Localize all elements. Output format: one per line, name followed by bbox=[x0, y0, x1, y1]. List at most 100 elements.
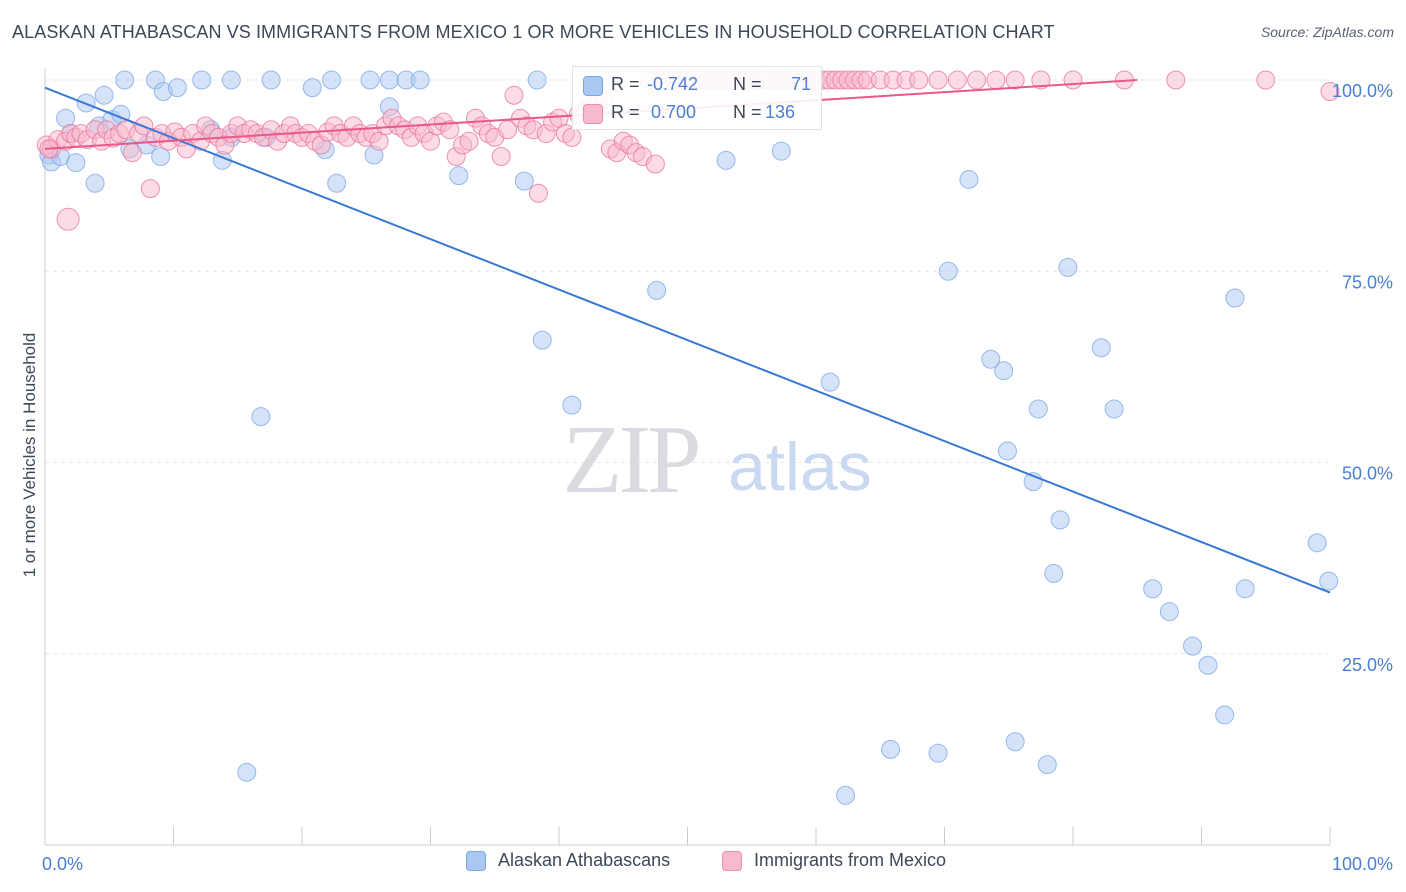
athabascan-point bbox=[1104, 399, 1124, 419]
trend-lines bbox=[44, 79, 1331, 594]
athabascan-point bbox=[820, 372, 840, 392]
athabascan-point bbox=[261, 70, 281, 90]
stats-n-label: N = bbox=[733, 102, 762, 122]
x-tick-label-min: 0.0% bbox=[42, 854, 83, 874]
legend-item-athabascans[interactable]: Alaskan Athabascans bbox=[466, 850, 670, 871]
athabascan-point bbox=[928, 743, 948, 763]
stats-r-value: 0.700 bbox=[651, 102, 697, 122]
stats-row-athabascans: R = -0.742 N = 71 bbox=[573, 72, 821, 100]
athabascan-point bbox=[1215, 705, 1235, 725]
legend-item-mexico[interactable]: Immigrants from Mexico bbox=[722, 850, 946, 871]
athabascan-point bbox=[66, 153, 86, 173]
bottom-legend: Alaskan Athabascans Immigrants from Mexi… bbox=[0, 850, 1406, 880]
stats-swatch-mexico bbox=[583, 104, 603, 124]
athabascan-point bbox=[959, 169, 979, 189]
mexico-point bbox=[928, 70, 948, 90]
athabascan-point bbox=[1044, 563, 1064, 583]
athabascan-point bbox=[1225, 288, 1245, 308]
mexico-point bbox=[562, 127, 582, 147]
athabascan-point bbox=[514, 171, 534, 191]
athabascan-point bbox=[1159, 602, 1179, 622]
mexico-point bbox=[140, 179, 160, 199]
athabascan-point bbox=[1183, 636, 1203, 656]
athabascan-point bbox=[327, 173, 347, 193]
athabascan-point bbox=[94, 85, 114, 105]
gridlines bbox=[45, 79, 1330, 655]
athabascan-point bbox=[1037, 755, 1057, 775]
tick-labels: 25.0% 50.0% 75.0% 100.0% 0.0% 100.0% bbox=[42, 81, 1393, 874]
y-tick-label: 25.0% bbox=[1342, 655, 1393, 675]
mexico-point bbox=[498, 120, 518, 140]
stats-r-label: R = bbox=[611, 102, 640, 122]
athabascan-point bbox=[994, 361, 1014, 381]
athabascan-point bbox=[1235, 579, 1255, 599]
legend-label-athabascans: Alaskan Athabascans bbox=[498, 850, 671, 870]
stats-legend: R = -0.742 N = 71 R = 0.700 N = 136 bbox=[572, 66, 822, 130]
athabascan-point bbox=[881, 739, 901, 759]
athabascan-point bbox=[85, 173, 105, 193]
athabascan-point bbox=[527, 70, 547, 90]
athabascan-point bbox=[938, 261, 958, 281]
athabascan-point bbox=[981, 349, 1001, 369]
athabascan-point bbox=[115, 70, 135, 90]
mexico-point bbox=[504, 85, 524, 105]
watermark-atlas: atlas bbox=[728, 429, 872, 505]
mexico-point bbox=[459, 131, 479, 151]
y-tick-label: 75.0% bbox=[1342, 272, 1393, 292]
mexico-point bbox=[56, 207, 80, 231]
mexico-point bbox=[645, 154, 665, 174]
athabascan-point bbox=[167, 78, 187, 98]
stats-n-label: N = bbox=[733, 74, 762, 94]
source-label: Source: ZipAtlas.com bbox=[1260, 24, 1394, 40]
athabascan-point bbox=[221, 70, 241, 90]
athabascan-point bbox=[997, 441, 1017, 461]
athabascan-point bbox=[771, 141, 791, 161]
mexico-point bbox=[986, 70, 1006, 90]
athabascan-point bbox=[302, 78, 322, 98]
athabascan-point bbox=[562, 395, 582, 415]
athabascan-point bbox=[237, 762, 257, 782]
athabascan-point bbox=[192, 70, 212, 90]
athabascan-point bbox=[1091, 338, 1111, 358]
athabascan-point bbox=[151, 147, 171, 166]
athabascan-point bbox=[532, 330, 552, 350]
athabascan-point bbox=[410, 70, 430, 90]
mexico-point bbox=[1256, 70, 1276, 90]
athabascan-point bbox=[1058, 257, 1078, 277]
legend-swatch-athabascans bbox=[466, 850, 486, 871]
athabascan-point bbox=[379, 70, 399, 90]
y-tick-label: 100.0% bbox=[1332, 81, 1393, 101]
trend-line-athabascans bbox=[44, 86, 1331, 594]
athabascan-point bbox=[1307, 533, 1327, 553]
athabascan-point bbox=[836, 785, 856, 805]
y-axis-title: 1 or more Vehicles in Household bbox=[20, 333, 39, 578]
athabascan-point bbox=[251, 407, 271, 427]
mexico-point bbox=[909, 70, 929, 90]
mexico-point bbox=[1063, 70, 1083, 90]
y-tick-label: 50.0% bbox=[1342, 464, 1393, 484]
x-tick-label-max: 100.0% bbox=[1332, 854, 1393, 874]
watermark-zip: ZIP bbox=[563, 406, 698, 514]
athabascan-point bbox=[360, 70, 380, 90]
legend-swatch-mexico bbox=[722, 850, 742, 871]
mexico-point bbox=[967, 70, 987, 90]
mexico-point bbox=[1320, 81, 1340, 101]
mexico-point bbox=[1166, 70, 1186, 90]
athabascan-point bbox=[1005, 732, 1025, 752]
athabascan-point bbox=[1143, 579, 1163, 599]
stats-n-value: 71 bbox=[791, 74, 812, 94]
athabascan-point bbox=[322, 70, 342, 90]
mexico-point bbox=[122, 143, 142, 163]
athabascan-point bbox=[449, 166, 469, 186]
mexico-point bbox=[1005, 70, 1025, 90]
stats-r-label: R = bbox=[611, 74, 640, 94]
stats-row-mexico: R = 0.700 N = 136 bbox=[573, 100, 821, 128]
athabascan-point bbox=[1028, 399, 1048, 419]
athabascan-point bbox=[1319, 571, 1339, 591]
athabascan-point bbox=[647, 280, 667, 300]
mexico-point bbox=[491, 147, 511, 166]
mexico-point bbox=[528, 183, 548, 203]
athabascan-point bbox=[1198, 655, 1218, 675]
chart-title: ALASKAN ATHABASCAN VS IMMIGRANTS FROM ME… bbox=[12, 22, 1055, 42]
mexico-point bbox=[440, 120, 460, 140]
